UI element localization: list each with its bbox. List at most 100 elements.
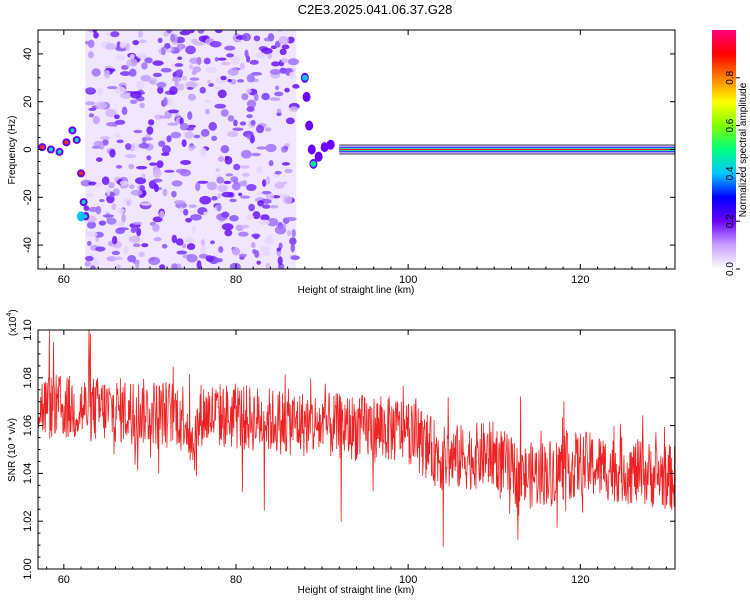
y-tick-label: 20 xyxy=(22,96,34,108)
noise-blob xyxy=(246,88,252,94)
noise-blob xyxy=(290,243,295,253)
signal-blob xyxy=(307,144,316,155)
noise-blob xyxy=(271,61,281,67)
snr-scale-note: (x104) xyxy=(6,309,19,336)
noise-blob xyxy=(141,243,149,248)
y-tick-label: 1.10 xyxy=(22,319,34,340)
noise-blob xyxy=(217,89,227,99)
noise-blob xyxy=(161,152,170,157)
noise-blob xyxy=(264,237,275,245)
noise-blob xyxy=(114,133,122,138)
noise-blob xyxy=(171,190,177,198)
noise-blob xyxy=(132,221,143,225)
spectrogram-y-axis: 40 20 0 -20 -40 xyxy=(22,41,675,258)
noise-blob xyxy=(161,145,171,154)
noise-blob xyxy=(154,114,163,120)
noise-blob xyxy=(178,43,184,51)
noise-blob xyxy=(106,85,118,90)
noise-blob xyxy=(85,87,96,93)
noise-blob xyxy=(132,243,141,248)
noise-blob xyxy=(225,173,234,177)
noise-blob xyxy=(221,223,234,231)
noise-blob xyxy=(135,260,140,269)
noise-blob xyxy=(264,127,272,132)
noise-blob xyxy=(224,229,233,237)
noise-blob xyxy=(156,81,167,88)
noise-blob xyxy=(91,68,101,77)
noise-blob xyxy=(229,262,241,269)
noise-blob xyxy=(131,226,138,232)
noise-blob xyxy=(171,263,178,269)
noise-blob xyxy=(289,106,299,112)
noise-blob xyxy=(208,121,218,131)
noise-blob xyxy=(169,86,178,95)
noise-blob xyxy=(279,48,287,56)
noise-blob xyxy=(121,106,128,116)
noise-blob xyxy=(144,57,153,64)
noise-blob xyxy=(98,220,107,226)
noise-blob xyxy=(232,182,241,191)
noise-blob xyxy=(126,59,132,68)
noise-blob xyxy=(136,80,145,90)
colorbar-tick-label: 0.0 xyxy=(725,262,736,276)
noise-blob xyxy=(217,193,222,199)
noise-blob xyxy=(88,181,97,186)
noise-blob xyxy=(148,256,161,266)
noise-blob xyxy=(256,260,261,265)
noise-blob xyxy=(111,235,118,245)
snr-panel: 60 80 100 120 1.10 1.08 1.06 1.04 1.02 1.00 Heig… xyxy=(6,309,676,596)
noise-blob xyxy=(187,111,193,120)
noise-blob xyxy=(261,92,270,101)
signal-core xyxy=(70,128,75,133)
noise-blob xyxy=(200,128,210,137)
noise-blob xyxy=(227,68,239,76)
x-tick-label: 80 xyxy=(230,274,242,286)
x-tick-label: 100 xyxy=(399,274,417,286)
signal-core xyxy=(40,145,45,150)
noise-blob xyxy=(177,56,183,61)
noise-blob xyxy=(244,49,249,58)
signal-blob xyxy=(314,151,323,162)
noise-blob xyxy=(221,191,234,198)
noise-blob xyxy=(205,108,210,115)
noise-blob xyxy=(246,214,254,220)
noise-blob xyxy=(217,57,227,61)
noise-blob xyxy=(236,79,245,83)
noise-blob xyxy=(209,40,222,48)
signal-core xyxy=(81,200,86,205)
noise-blob xyxy=(153,237,162,242)
snr-x-axis: 60 80 100 120 xyxy=(46,330,667,586)
noise-blob xyxy=(215,30,223,34)
colorbar-tick-label: 0.8 xyxy=(725,70,736,84)
signal-core xyxy=(57,149,62,154)
noise-blob xyxy=(215,168,220,172)
noise-blob xyxy=(200,245,207,254)
noise-blob xyxy=(205,255,214,262)
noise-blob xyxy=(99,136,111,140)
noise-blob xyxy=(168,109,179,114)
noise-blob xyxy=(256,146,267,150)
noise-blob xyxy=(233,163,241,171)
colorbar-tick-label: 0.2 xyxy=(725,214,736,228)
noise-blob xyxy=(261,252,272,256)
noise-blob xyxy=(291,229,296,238)
noise-blob xyxy=(216,184,228,192)
noise-blob xyxy=(227,115,235,122)
y-tick-label: 0 xyxy=(22,146,34,152)
noise-blob xyxy=(199,195,212,205)
signal-blob xyxy=(302,91,311,102)
noise-blob xyxy=(109,149,116,158)
noise-blob xyxy=(175,113,180,117)
noise-blob xyxy=(125,42,130,51)
noise-blob xyxy=(181,76,188,81)
signal-core xyxy=(74,137,79,142)
noise-blob xyxy=(282,195,293,205)
noise-blob xyxy=(102,214,115,218)
noise-blob xyxy=(129,99,138,105)
noise-blob xyxy=(242,172,251,177)
noise-blob xyxy=(205,66,218,74)
x-tick-label: 100 xyxy=(399,574,417,586)
x-tick-label: 60 xyxy=(58,574,70,586)
noise-blob xyxy=(227,78,232,83)
noise-blob xyxy=(242,180,248,187)
